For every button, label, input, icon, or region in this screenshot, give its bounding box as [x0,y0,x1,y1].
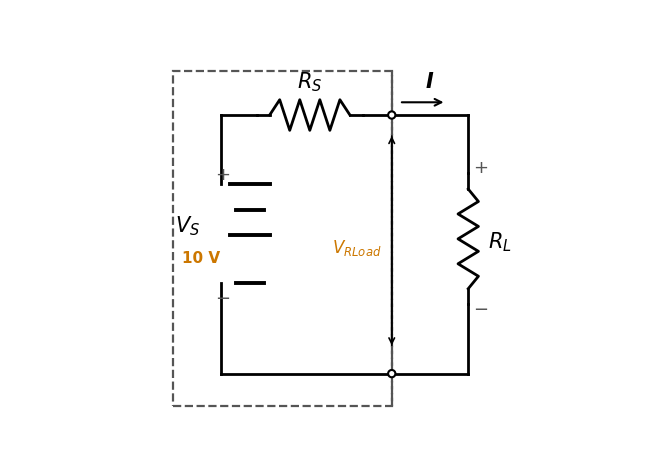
Text: $R_L$: $R_L$ [489,231,512,254]
Text: +: + [474,159,489,177]
Circle shape [388,112,395,119]
Text: −: − [473,301,489,319]
Text: $\boldsymbol{I}$: $\boldsymbol{I}$ [425,72,435,92]
Text: −: − [215,290,230,308]
Text: +: + [215,166,230,184]
Circle shape [388,370,395,377]
Text: 10 V: 10 V [182,251,220,266]
Text: $V_S$: $V_S$ [175,214,200,238]
Text: $R_S$: $R_S$ [297,70,323,94]
Text: $\boldsymbol{V_{RLoad}}$: $\boldsymbol{V_{RLoad}}$ [333,238,382,258]
